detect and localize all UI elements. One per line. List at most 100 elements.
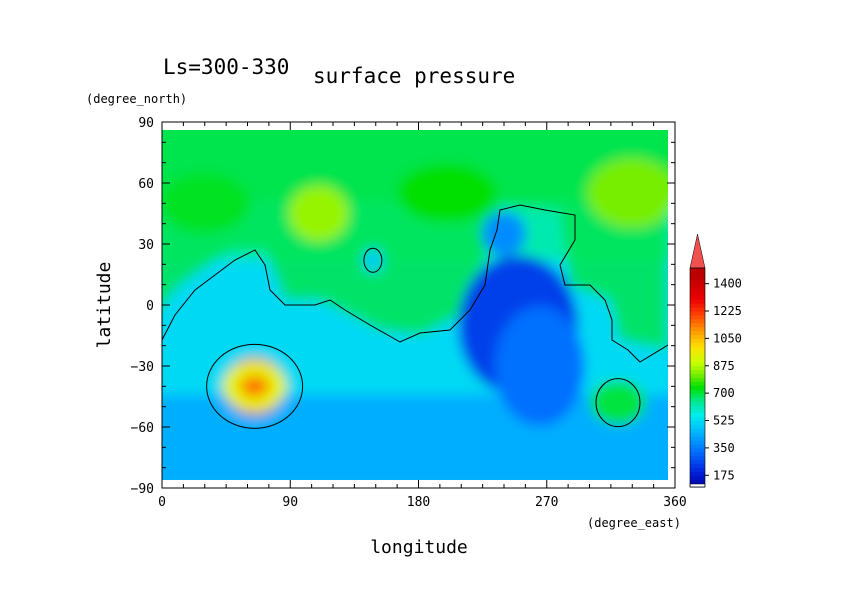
field-feature [162, 173, 250, 234]
colorbar-segment [690, 440, 705, 445]
colorbar-tick-label: 175 [713, 468, 735, 482]
colorbar-segment [690, 467, 705, 472]
colorbar-segment [690, 291, 705, 296]
colorbar-segment [690, 361, 705, 367]
x-tick-label: 90 [282, 495, 298, 510]
y-tick-label: 0 [146, 299, 154, 314]
field-feature [482, 211, 526, 256]
y-tick-label: −90 [131, 482, 154, 497]
x-axis-units: (degree_east) [587, 516, 681, 530]
y-tick-label: −60 [131, 421, 154, 436]
contour-line [595, 378, 641, 428]
field-feature [362, 248, 383, 273]
colorbar-segment [690, 326, 705, 332]
colorbar-segment [690, 416, 705, 422]
y-tick-label: 60 [138, 177, 154, 192]
colorbar-segment [690, 338, 705, 343]
colorbar-segment [690, 271, 705, 277]
x-tick-label: 270 [535, 495, 558, 510]
y-axis-units: (degree_north) [86, 92, 187, 106]
colorbar-tick-label: 525 [713, 414, 735, 428]
colorbar-segment [690, 389, 705, 394]
colorbar-segment [690, 303, 705, 308]
colorbar-tick-label: 875 [713, 359, 735, 373]
colorbar-segment [690, 314, 705, 320]
colorbar-segment [690, 459, 705, 465]
colorbar-segment [690, 463, 705, 468]
colorbar-segment [690, 373, 705, 378]
y-tick-label: 90 [138, 116, 154, 131]
colorbar-segment [690, 400, 705, 406]
colorbar-segment [690, 322, 705, 328]
colorbar-segment [690, 377, 705, 382]
colorbar-tick-label: 700 [713, 386, 735, 400]
colorbar-segment [690, 424, 705, 429]
contour-line [162, 204, 668, 363]
colorbar-segment [690, 342, 705, 347]
colorbar-segment [690, 385, 705, 390]
colorbar-segment [690, 311, 705, 316]
colorbar-segment [690, 436, 705, 441]
x-tick-label: 360 [663, 495, 686, 510]
colorbar-segment [690, 318, 705, 324]
colorbar-tick-label: 1225 [713, 304, 742, 318]
field-feature [288, 185, 349, 242]
colorbar-segment [690, 357, 705, 363]
field-feature [590, 380, 646, 425]
colorbar-segment [690, 299, 705, 304]
colorbar-segment [690, 393, 705, 398]
colorbar-segment [690, 354, 705, 359]
colorbar-segment [690, 350, 705, 355]
colorbar-segment [690, 369, 705, 375]
chart-subtitle: Ls=300-330 [163, 55, 289, 79]
x-tick-label: 0 [158, 495, 166, 510]
colorbar-segment [690, 471, 705, 476]
field-feature [587, 158, 668, 229]
colorbar-tick-label: 1050 [713, 331, 742, 345]
colorbar-segment [690, 397, 705, 402]
colorbar-segment [690, 307, 705, 312]
y-tick-label: 30 [138, 238, 154, 253]
colorbar-segment [690, 275, 705, 281]
colorbar [689, 233, 709, 488]
colorbar-segment [690, 455, 705, 461]
chart-title: surface pressure [313, 64, 515, 88]
colorbar-extend-arrow [689, 233, 706, 269]
colorbar-segment [690, 428, 705, 433]
x-axis-label: longitude [370, 537, 468, 558]
colorbar-segment [690, 330, 705, 335]
colorbar-segment [690, 334, 705, 339]
colorbar-segment [690, 287, 705, 292]
colorbar-segment [690, 443, 705, 449]
colorbar-under-bin [689, 483, 706, 488]
field-feature [397, 163, 497, 224]
colorbar-frame [689, 267, 706, 488]
colorbar-tick-label: 350 [713, 441, 735, 455]
colorbar-segment [690, 381, 705, 386]
colorbar-segment [690, 451, 705, 457]
contour-line [206, 343, 304, 429]
colorbar-segment [690, 475, 705, 480]
y-tick-label: −30 [131, 360, 154, 375]
heatmap-field [162, 130, 668, 480]
colorbar-segment [690, 346, 705, 351]
colorbar-segment [690, 408, 705, 414]
colorbar-segment [690, 295, 705, 300]
colorbar-segment [690, 420, 705, 425]
contour-line [363, 247, 383, 273]
colorbar-segment [690, 412, 705, 418]
colorbar-segment [690, 447, 705, 453]
colorbar-segment [690, 365, 705, 371]
colorbar-segment [690, 279, 705, 285]
field-feature [494, 306, 585, 426]
colorbar-segment [690, 432, 705, 437]
field-feature-core [240, 376, 269, 397]
y-axis-label: latitude [94, 262, 115, 349]
x-tick-label: 180 [407, 495, 430, 510]
colorbar-segment [690, 479, 705, 484]
colorbar-segment [690, 404, 705, 410]
colorbar-segment [690, 268, 705, 273]
colorbar-tick-label: 1400 [713, 277, 742, 291]
field-northern-plains [162, 130, 668, 350]
